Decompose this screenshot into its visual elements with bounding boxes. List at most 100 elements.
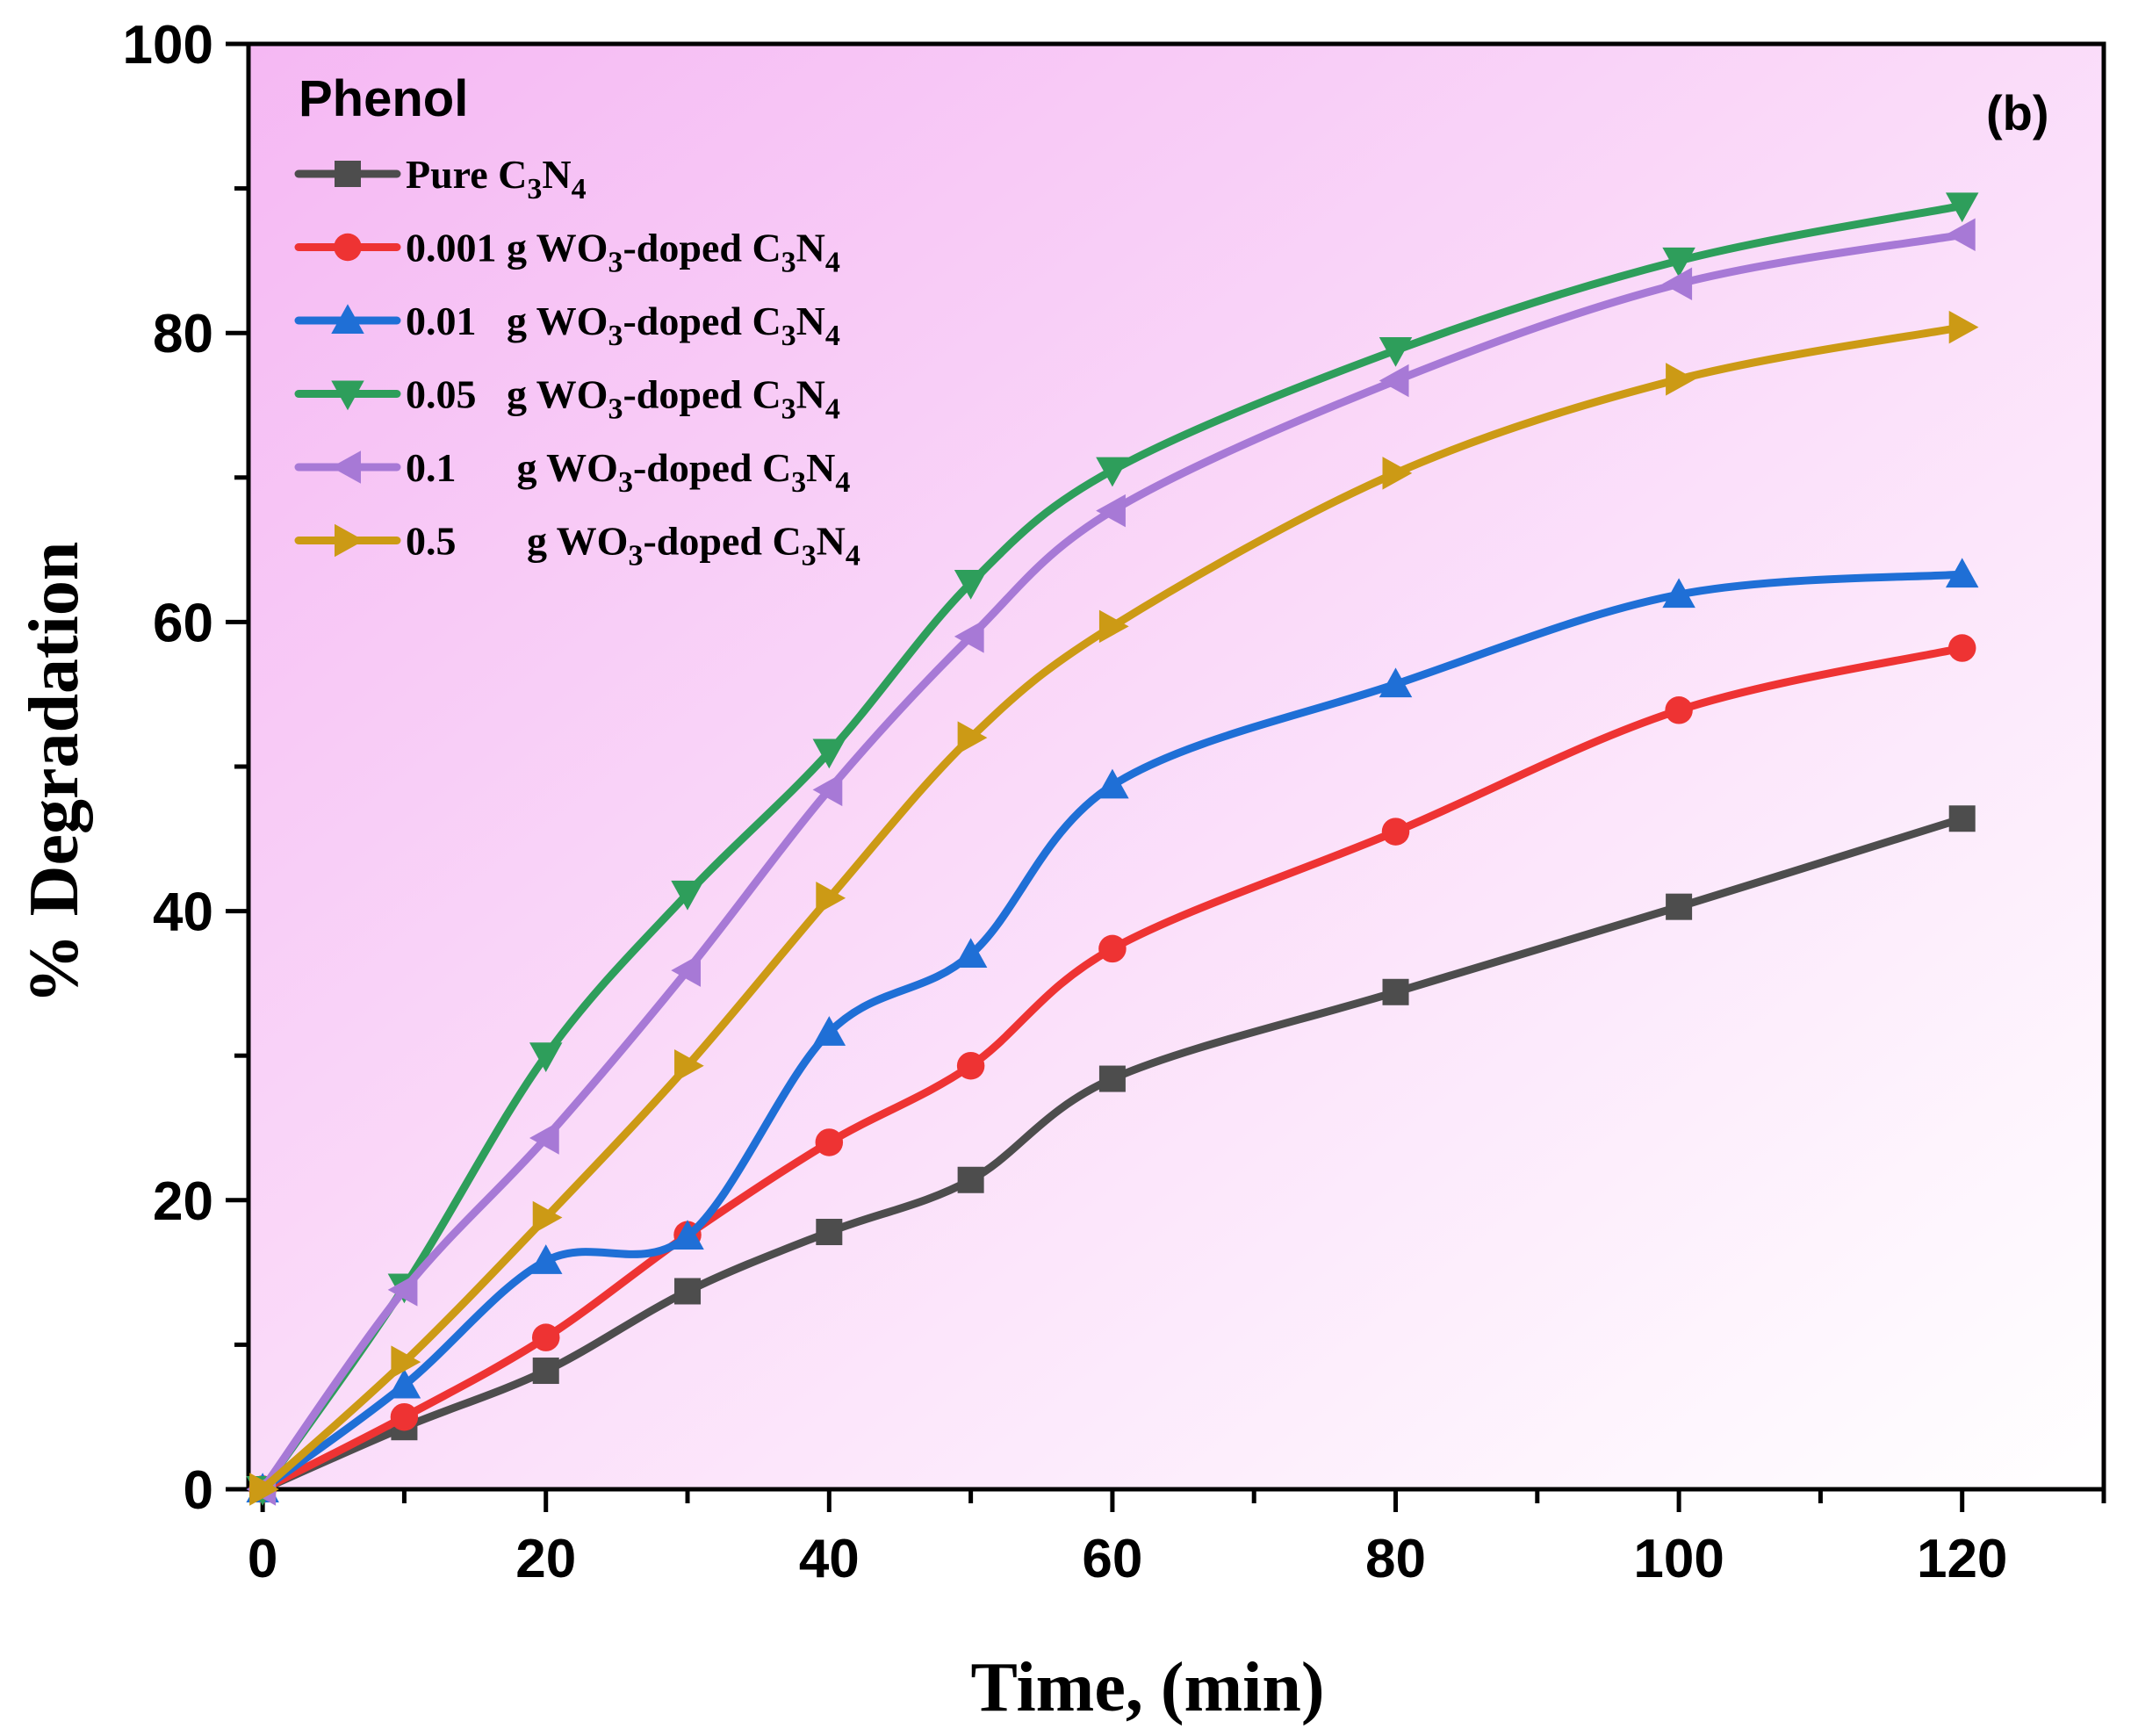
data-point xyxy=(1096,457,1129,487)
data-point xyxy=(387,1273,418,1307)
data-point xyxy=(812,738,846,769)
y-tick-label: 60 xyxy=(153,593,213,653)
data-point xyxy=(387,1368,421,1399)
data-point xyxy=(249,1473,279,1506)
legend-item: 0.01 g WO3-doped C3N4 xyxy=(294,299,840,352)
y-tick-label: 20 xyxy=(153,1171,213,1232)
legend: Pure C3N4 0.001 g WO3-doped C3N4 0.01 g WO… xyxy=(294,152,860,573)
x-tick-label: 60 xyxy=(1082,1529,1142,1589)
data-point xyxy=(954,569,988,600)
legend-marker xyxy=(331,304,364,334)
data-point xyxy=(957,721,988,754)
data-point xyxy=(1379,667,1413,698)
data-point xyxy=(1665,696,1693,724)
plot-background xyxy=(248,44,2104,1489)
legend-item: 0.1 g WO3-doped C3N4 xyxy=(294,445,850,499)
legend-label: 0.1 g WO3-doped C3N4 xyxy=(406,445,850,499)
data-point xyxy=(957,1166,984,1193)
data-point xyxy=(1948,310,1979,344)
data-point xyxy=(1947,634,1976,662)
x-tick-label: 40 xyxy=(799,1529,860,1589)
legend-title: Phenol xyxy=(299,70,468,127)
data-point xyxy=(1098,609,1129,644)
x-tick-label: 120 xyxy=(1917,1529,2007,1589)
panel-label: (b) xyxy=(1986,85,2049,140)
legend-marker xyxy=(331,450,361,484)
data-point xyxy=(674,1048,704,1083)
y-tick-label: 0 xyxy=(184,1460,213,1521)
y-axis-ticks: 0 20 40 60 80 100 xyxy=(123,15,248,1521)
legend-label: 0.01 g WO3-doped C3N4 xyxy=(406,299,840,352)
series-4 xyxy=(246,218,1976,1506)
data-point xyxy=(1382,457,1413,490)
legend-item: 0.001 g WO3-doped C3N4 xyxy=(294,226,840,279)
x-axis-ticks: 0 20 40 60 80 100 120 xyxy=(248,1489,2106,1589)
series-1 xyxy=(248,634,1976,1503)
x-tick-label: 0 xyxy=(248,1529,277,1589)
data-point xyxy=(1662,578,1695,609)
legend-label: Pure C3N4 xyxy=(406,152,587,205)
data-point xyxy=(1379,336,1413,367)
series-2 xyxy=(246,558,1979,1502)
data-point xyxy=(1098,1065,1126,1092)
data-point xyxy=(816,1219,843,1246)
data-point xyxy=(1666,893,1693,920)
series-line xyxy=(258,570,1967,1494)
data-point xyxy=(1662,267,1693,300)
data-point xyxy=(954,620,984,653)
data-point xyxy=(1096,768,1129,799)
data-point xyxy=(671,880,704,911)
data-point xyxy=(1945,558,1979,588)
y-tick-label: 80 xyxy=(153,304,213,364)
legend-marker xyxy=(335,523,364,558)
legend-label: 0.05 g WO3-doped C3N4 xyxy=(406,372,840,426)
series-0 xyxy=(249,805,1976,1502)
data-point xyxy=(956,1051,985,1080)
data-point xyxy=(529,1121,559,1155)
data-point xyxy=(812,1016,846,1046)
data-point xyxy=(1379,364,1409,398)
x-tick-label: 20 xyxy=(515,1529,576,1589)
series-5 xyxy=(249,310,1979,1506)
legend-item: Pure C3N4 xyxy=(294,152,587,205)
data-point xyxy=(532,1358,559,1385)
legend-item: 0.5 g WO3-doped C3N4 xyxy=(294,519,860,573)
data-point xyxy=(671,1220,704,1250)
data-point xyxy=(954,938,988,968)
data-point xyxy=(1098,934,1127,963)
data-point xyxy=(1382,978,1409,1005)
data-series xyxy=(246,192,1979,1506)
x-tick-label: 80 xyxy=(1365,1529,1426,1589)
data-point xyxy=(391,1345,421,1379)
data-point xyxy=(1666,363,1695,396)
y-axis-label: % Degradation xyxy=(16,542,93,1005)
data-point xyxy=(390,1402,419,1431)
y-tick-label: 100 xyxy=(123,15,213,76)
data-point xyxy=(674,1278,702,1305)
x-tick-label: 100 xyxy=(1633,1529,1724,1589)
data-point xyxy=(1945,192,1979,223)
legend-label: 0.5 g WO3-doped C3N4 xyxy=(406,519,860,573)
series-line xyxy=(258,323,1967,1494)
data-point xyxy=(671,954,702,987)
data-point xyxy=(529,1042,563,1072)
data-point xyxy=(816,882,846,915)
data-point xyxy=(1948,805,1976,832)
data-point xyxy=(815,1128,844,1156)
legend-marker xyxy=(335,161,361,187)
series-line xyxy=(258,230,1967,1494)
data-point xyxy=(529,1244,563,1274)
data-point xyxy=(812,773,843,807)
y-tick-label: 40 xyxy=(153,882,213,943)
data-point xyxy=(1381,818,1410,846)
x-axis-label: Time, (min) xyxy=(971,1649,1325,1726)
data-point xyxy=(1096,493,1126,528)
legend-item: 0.05 g WO3-doped C3N4 xyxy=(294,372,840,426)
data-point xyxy=(1662,247,1695,277)
data-point xyxy=(531,1323,560,1351)
data-point xyxy=(1945,218,1976,252)
series-line xyxy=(258,201,1967,1494)
legend-label: 0.001 g WO3-doped C3N4 xyxy=(406,226,840,279)
legend-marker xyxy=(334,233,362,262)
legend-marker xyxy=(331,380,364,411)
